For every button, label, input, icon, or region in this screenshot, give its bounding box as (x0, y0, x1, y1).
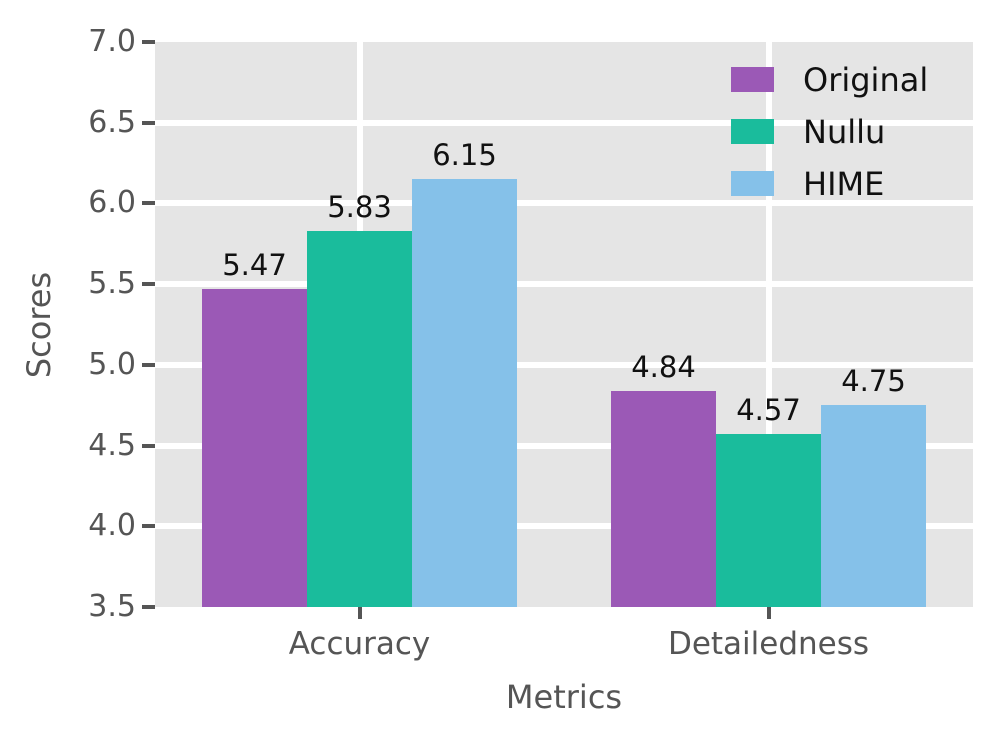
bar-hime-detailedness (821, 405, 926, 607)
value-label: 4.57 (736, 393, 801, 428)
gridline-horizontal (155, 361, 973, 368)
gridline-horizontal (155, 523, 973, 530)
legend-label-nullu: Nullu (803, 112, 886, 151)
x-tick-label: Detailedness (667, 626, 870, 662)
x-axis-label: Metrics (505, 678, 623, 716)
y-tick-mark (142, 40, 155, 44)
y-tick-mark (142, 443, 155, 448)
y-tick-label: 7.0 (88, 24, 136, 59)
bar-nullu-accuracy (307, 230, 412, 607)
y-tick-mark (142, 362, 155, 367)
bar-original-accuracy (202, 289, 307, 607)
y-tick-mark (142, 282, 155, 287)
legend-swatch-hime (731, 171, 774, 196)
bar-original-detailedness (611, 390, 716, 607)
x-tick-label: Accuracy (288, 626, 431, 662)
value-label: 6.15 (432, 138, 497, 173)
gridline-horizontal (155, 119, 973, 126)
x-tick-mark (357, 607, 362, 619)
y-tick-mark (142, 524, 155, 529)
value-label: 4.75 (841, 364, 906, 399)
legend-label-hime: HIME (803, 164, 885, 203)
plot-area (155, 42, 973, 607)
legend-row-hime: HIME (731, 168, 884, 200)
legend-row-nullu: Nullu (731, 116, 885, 148)
y-tick-mark (142, 201, 155, 206)
y-tick-label: 5.0 (88, 346, 136, 382)
gridline-vertical (765, 42, 772, 607)
value-label: 5.83 (327, 189, 392, 224)
x-tick-mark (766, 607, 771, 619)
value-label: 4.84 (631, 349, 696, 384)
gridline-horizontal (155, 281, 973, 288)
bar-hime-accuracy (412, 179, 517, 607)
y-tick-label: 4.5 (88, 427, 136, 463)
gridline-horizontal (155, 442, 973, 449)
bar-nullu-detailedness (716, 434, 821, 607)
y-tick-label: 6.0 (88, 185, 136, 221)
legend-row-original: Original (731, 64, 928, 96)
y-tick-label: 3.5 (88, 589, 136, 624)
legend-label-original: Original (803, 60, 929, 99)
gridline-horizontal (155, 200, 973, 207)
y-tick-label: 5.5 (88, 266, 136, 302)
y-tick-label: 4.0 (88, 508, 136, 544)
y-tick-mark (142, 605, 155, 609)
legend-swatch-nullu (731, 119, 774, 144)
legend-swatch-original (731, 67, 774, 92)
y-tick-mark (142, 120, 155, 125)
y-tick-label: 6.5 (88, 104, 136, 140)
value-label: 5.47 (222, 247, 287, 282)
